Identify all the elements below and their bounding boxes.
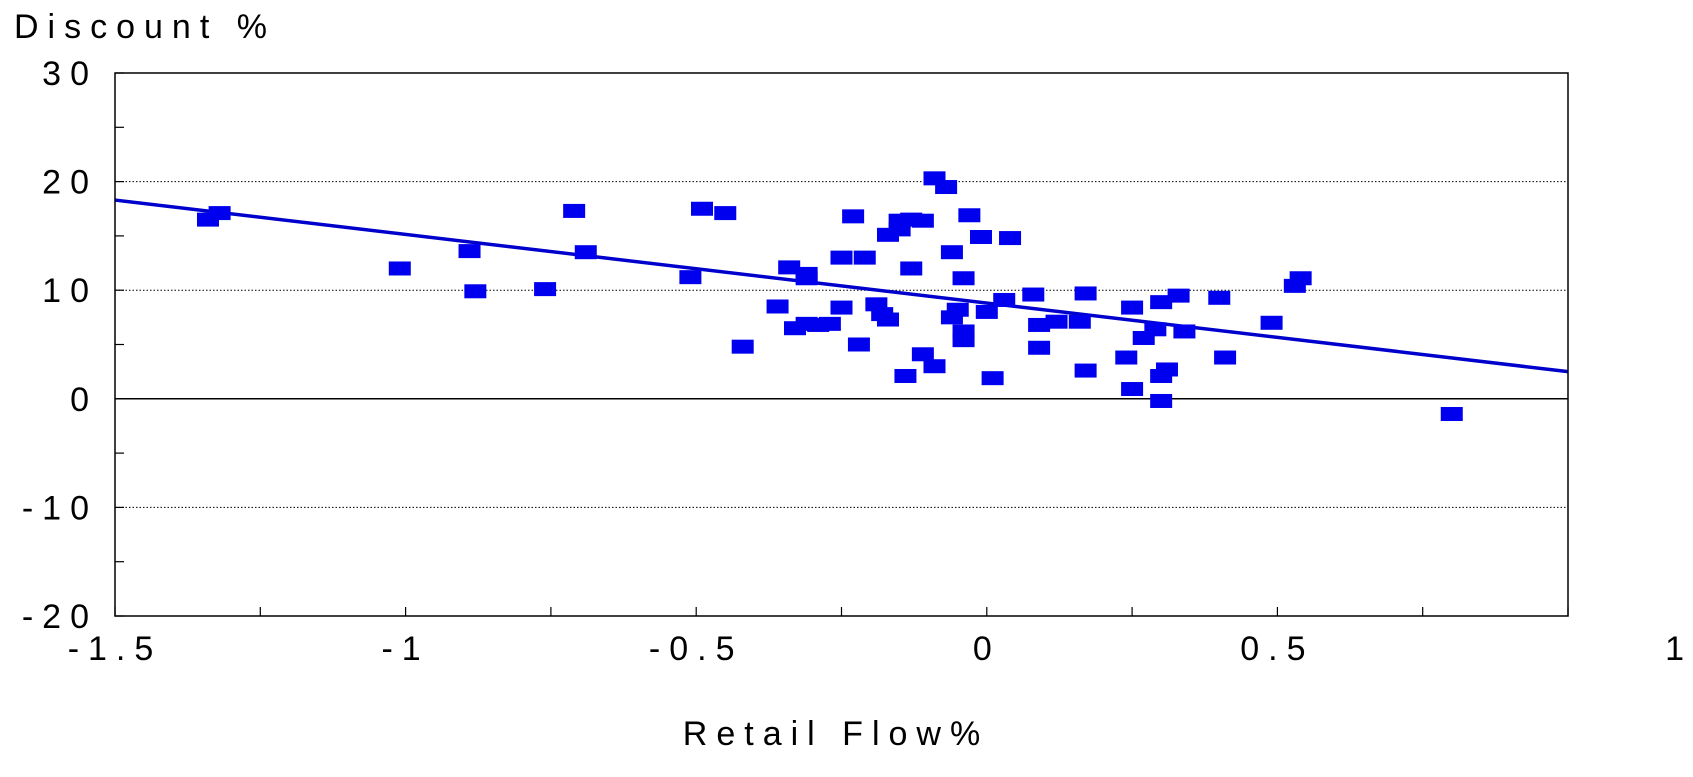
data-point bbox=[714, 206, 737, 221]
data-point bbox=[818, 316, 841, 331]
data-point bbox=[778, 260, 801, 275]
data-point bbox=[999, 231, 1022, 246]
data-point bbox=[1115, 350, 1138, 365]
x-tick-labels: -1.5 -1 -0.5 0 0.5 1 bbox=[68, 630, 1693, 668]
data-point bbox=[1289, 271, 1312, 286]
data-point bbox=[900, 261, 923, 276]
y-tick-label: 30 bbox=[42, 55, 98, 93]
data-point bbox=[208, 206, 231, 221]
data-point bbox=[969, 229, 992, 244]
data-point bbox=[940, 245, 963, 260]
data-point bbox=[981, 371, 1004, 386]
data-point bbox=[853, 250, 876, 265]
data-point bbox=[830, 300, 853, 315]
data-point bbox=[1045, 314, 1068, 329]
data-point bbox=[1167, 288, 1190, 303]
data-point bbox=[388, 261, 411, 276]
x-tick-label: 0 bbox=[973, 630, 1001, 668]
y-tick-label: 10 bbox=[42, 272, 98, 310]
data-point bbox=[993, 292, 1016, 307]
y-tick-label: -20 bbox=[22, 598, 98, 636]
y-tick-label: -10 bbox=[22, 489, 98, 527]
data-point bbox=[691, 201, 714, 216]
data-point bbox=[1144, 322, 1167, 337]
y-tick-labels: -20 -10 0 10 20 30 bbox=[22, 55, 98, 636]
data-point bbox=[952, 271, 975, 286]
x-tick-label: 0.5 bbox=[1240, 630, 1314, 668]
data-point bbox=[952, 324, 975, 339]
data-point bbox=[894, 368, 917, 383]
data-point bbox=[946, 302, 969, 317]
plot-frame bbox=[114, 72, 1569, 617]
data-point bbox=[830, 250, 853, 265]
data-point bbox=[766, 299, 789, 314]
data-point bbox=[1074, 286, 1097, 301]
data-point bbox=[679, 270, 702, 285]
data-point bbox=[1155, 362, 1178, 377]
data-point bbox=[1440, 407, 1463, 422]
data-point bbox=[1022, 287, 1045, 302]
data-point bbox=[1121, 382, 1144, 397]
data-point bbox=[731, 339, 754, 354]
data-point bbox=[1150, 295, 1173, 310]
trendline-layer bbox=[114, 198, 1569, 374]
data-point bbox=[958, 208, 981, 223]
data-point bbox=[1074, 363, 1097, 378]
data-point bbox=[534, 282, 557, 297]
x-tick-label: -0.5 bbox=[649, 630, 744, 668]
y-tick-label: 0 bbox=[70, 381, 98, 419]
data-point bbox=[911, 347, 934, 362]
y-tick-label: 20 bbox=[42, 164, 98, 202]
x-tick-label: -1 bbox=[381, 630, 429, 668]
grid-lines bbox=[115, 181, 1568, 508]
data-point bbox=[574, 245, 597, 260]
data-point bbox=[1150, 393, 1173, 408]
data-point bbox=[975, 304, 998, 319]
data-point bbox=[1260, 315, 1283, 330]
data-point bbox=[1068, 314, 1091, 329]
data-point bbox=[847, 337, 870, 352]
data-point bbox=[1028, 317, 1051, 332]
data-points bbox=[196, 171, 1463, 422]
data-point bbox=[1214, 350, 1237, 365]
x-tick-label: 1 bbox=[1665, 630, 1693, 668]
data-point bbox=[458, 244, 481, 259]
data-point bbox=[464, 284, 487, 299]
data-point bbox=[1028, 340, 1051, 355]
data-point bbox=[1173, 324, 1196, 339]
trendline bbox=[114, 198, 1569, 374]
data-point bbox=[842, 209, 865, 224]
x-axis-title: Retail Flow% bbox=[683, 715, 989, 753]
data-point bbox=[795, 271, 818, 286]
data-point bbox=[876, 312, 899, 327]
data-point bbox=[563, 203, 586, 218]
y-axis-title: Discount % bbox=[14, 8, 276, 46]
x-tick-label: -1.5 bbox=[68, 630, 163, 668]
data-point bbox=[935, 180, 958, 195]
data-point bbox=[911, 213, 934, 228]
data-point bbox=[1121, 300, 1144, 315]
data-point bbox=[923, 359, 946, 374]
data-point bbox=[1208, 290, 1231, 305]
